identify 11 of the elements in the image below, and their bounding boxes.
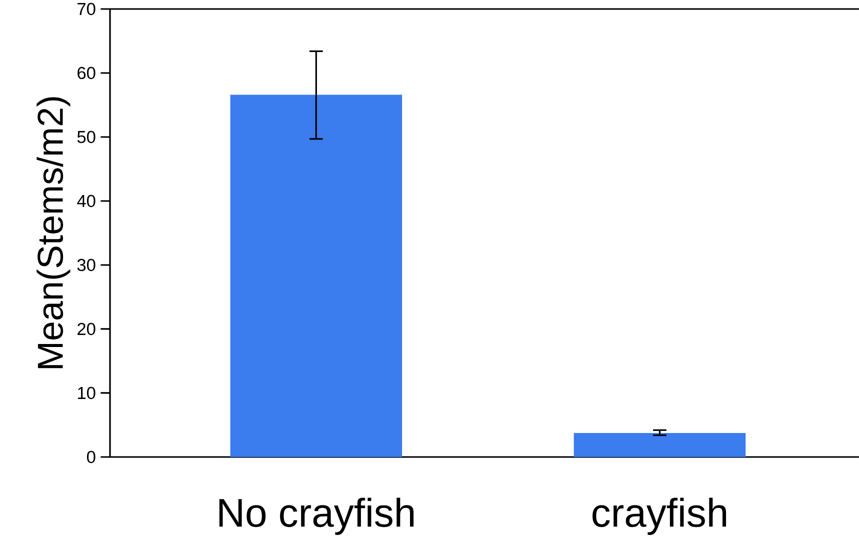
y-tick-label: 20 <box>78 322 96 336</box>
y-tick-label: 10 <box>78 386 96 400</box>
y-tick-label: 60 <box>78 66 96 80</box>
x-tick-label: No crayfish <box>219 498 414 535</box>
y-tick-label: 50 <box>77 130 96 144</box>
x-tick-label: crayfish <box>592 498 726 535</box>
y-tick-label: 70 <box>78 2 96 16</box>
y-tick-label: 30 <box>77 258 96 272</box>
y-tick-label: 0 <box>86 450 96 464</box>
y-axis-title: Mean(Stems/m2) <box>36 97 70 368</box>
y-tick-label: 40 <box>77 194 96 208</box>
